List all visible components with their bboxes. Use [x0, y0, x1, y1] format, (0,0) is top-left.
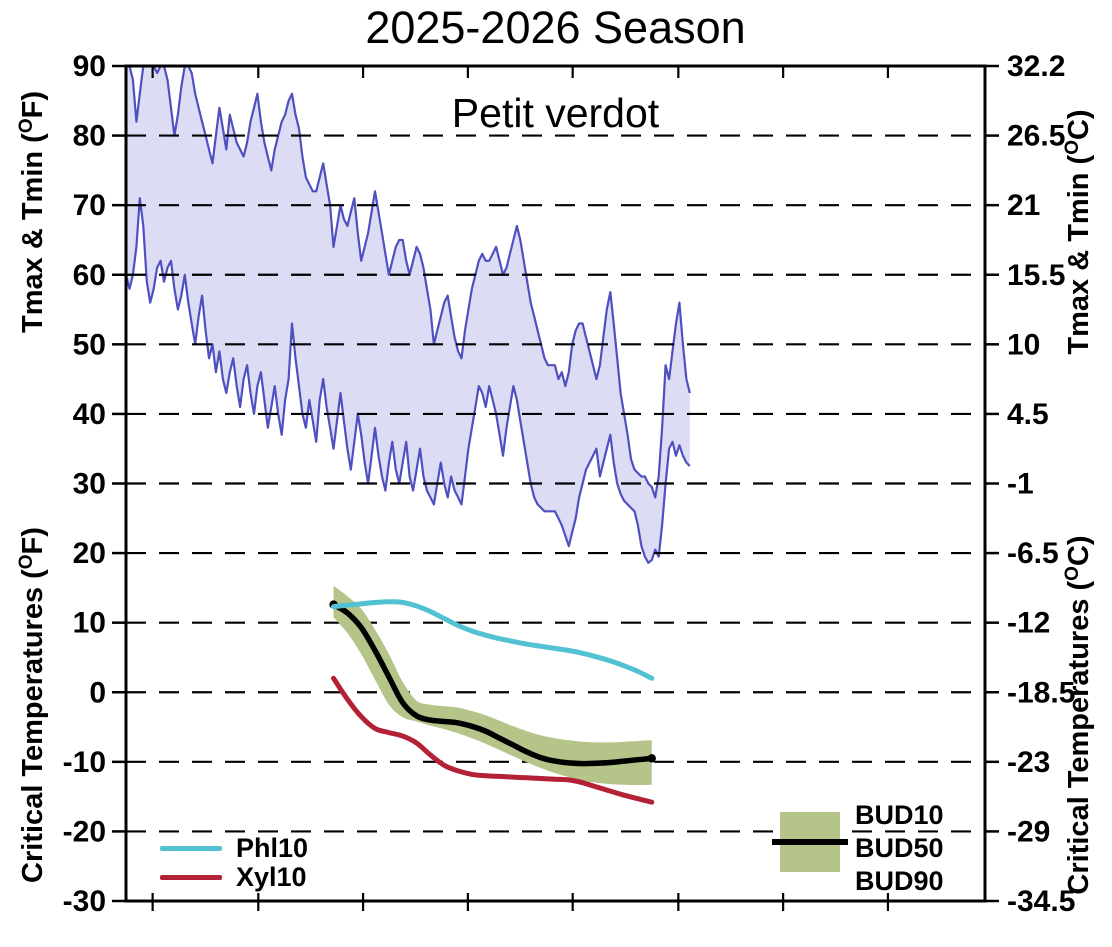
left-axis-title-tmax-tmin: Tmax & Tmin (OF) — [16, 91, 49, 333]
right-tick-label: 15.5 — [1007, 259, 1065, 292]
tmax-tmin-band — [126, 66, 690, 563]
right-tick-label: -1 — [1007, 468, 1034, 501]
legend-label-xyl10: Xyl10 — [236, 862, 307, 892]
left-tick-label: 10 — [73, 607, 106, 640]
phl10-line — [331, 599, 655, 681]
bud-band — [333, 585, 652, 786]
left-tick-label: 80 — [73, 120, 106, 153]
left-tick-label: 30 — [73, 468, 106, 501]
left-tick-label: -10 — [63, 746, 106, 779]
right-tick-label: -12 — [1007, 607, 1050, 640]
left-tick-label: -20 — [63, 815, 106, 848]
left-tick-label: 70 — [73, 189, 106, 222]
right-axis-title-tmax-tmin: Tmax & Tmin (OC) — [1062, 109, 1095, 354]
left-axis-title-critical: Critical Temperatures (OF) — [16, 527, 49, 883]
right-axis-title-critical: Critical Temperatures (OC) — [1062, 535, 1095, 894]
right-tick-label: -34.5 — [1007, 885, 1075, 918]
legend-label-phl10: Phl10 — [236, 833, 309, 863]
right-tick-label: 10 — [1007, 328, 1040, 361]
xyl10-line — [331, 675, 655, 805]
legend-item-xyl10: Xyl10 — [160, 862, 307, 893]
legend-label-bud50: BUD50 — [855, 833, 944, 863]
right-tick-label: 26.5 — [1007, 120, 1065, 153]
right-tick-label: 21 — [1007, 189, 1040, 222]
right-tick-label: -23 — [1007, 746, 1050, 779]
bud50-endpoint — [647, 754, 656, 763]
bud50-line — [330, 601, 655, 767]
left-tick-label: 20 — [73, 537, 106, 570]
right-tick-label: -18.5 — [1007, 676, 1075, 709]
right-tick-label: -6.5 — [1007, 537, 1059, 570]
legend-label-bud90: BUD90 — [855, 866, 944, 896]
right-tick-label: 4.5 — [1007, 398, 1049, 431]
xyl10-line-swatch — [160, 875, 222, 880]
legend-item-phl10: Phl10 — [160, 833, 308, 864]
right-tick-label: 32.2 — [1007, 50, 1065, 83]
bud50-line-swatch — [772, 839, 848, 845]
right-tick-label: -29 — [1007, 815, 1050, 848]
phl10-line-swatch — [160, 846, 222, 851]
left-tick-label: 50 — [73, 328, 106, 361]
tmax-line — [126, 64, 691, 499]
left-tick-label: -30 — [63, 885, 106, 918]
left-tick-label: 40 — [73, 398, 106, 431]
left-tick-label: 0 — [89, 676, 106, 709]
chart-title: 2025-2026 Season — [365, 2, 746, 53]
chart-subtitle: Petit verdot — [451, 90, 660, 136]
tmin-line — [124, 197, 691, 564]
left-tick-label: 90 — [73, 50, 106, 83]
left-tick-label: 60 — [73, 259, 106, 292]
legend-label-bud10: BUD10 — [855, 800, 944, 830]
